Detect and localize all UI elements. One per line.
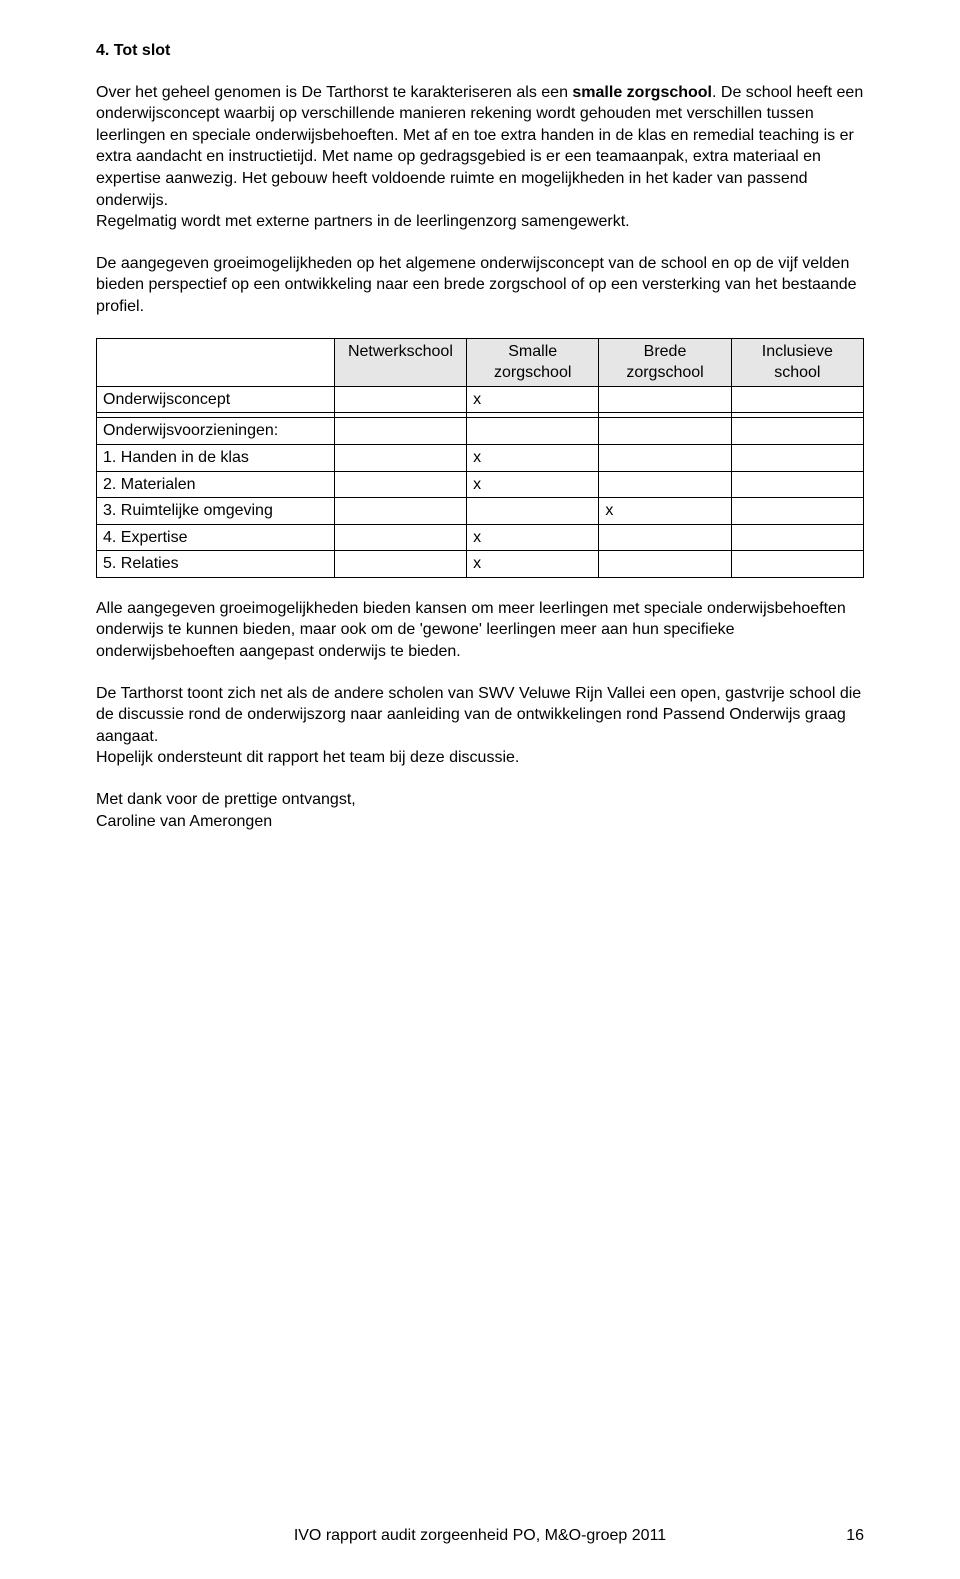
p1-bold: smalle zorgschool xyxy=(572,84,712,101)
row-label: 4. Expertise xyxy=(97,524,335,551)
row-label: 1. Handen in de klas xyxy=(97,444,335,471)
page-footer: IVO rapport audit zorgeenheid PO, M&O-gr… xyxy=(0,1525,960,1547)
profile-table: Netwerkschool Smalle zorgschool Brede zo… xyxy=(96,338,864,578)
table-row: 4. Expertise x xyxy=(97,524,864,551)
table-cell xyxy=(731,524,863,551)
table-header-cell xyxy=(97,338,335,386)
table-cell xyxy=(334,418,466,445)
table-row: Onderwijsconcept x xyxy=(97,386,864,413)
table-cell xyxy=(467,498,599,525)
table-cell xyxy=(599,551,731,578)
table-cell xyxy=(731,551,863,578)
table-cell xyxy=(731,418,863,445)
table-row: 1. Handen in de klas x xyxy=(97,444,864,471)
page-number: 16 xyxy=(846,1525,864,1547)
table-cell xyxy=(599,444,731,471)
table-cell xyxy=(599,418,731,445)
table-row: 3. Ruimtelijke omgeving x xyxy=(97,498,864,525)
table-header-cell: Netwerkschool xyxy=(334,338,466,386)
row-label: 5. Relaties xyxy=(97,551,335,578)
row-label: Onderwijsconcept xyxy=(97,386,335,413)
paragraph-4: De Tarthorst toont zich net als de ander… xyxy=(96,683,864,769)
table-cell: x xyxy=(467,444,599,471)
table-cell xyxy=(334,551,466,578)
paragraph-1: Over het geheel genomen is De Tarthorst … xyxy=(96,82,864,233)
table-cell xyxy=(334,498,466,525)
table-cell xyxy=(599,386,731,413)
table-cell xyxy=(731,386,863,413)
table-cell xyxy=(599,471,731,498)
table-cell xyxy=(334,386,466,413)
table-cell xyxy=(731,498,863,525)
table-row: 2. Materialen x xyxy=(97,471,864,498)
table-cell: x xyxy=(467,386,599,413)
table-row: Onderwijsvoorzieningen: xyxy=(97,418,864,445)
row-label: 2. Materialen xyxy=(97,471,335,498)
section-heading: 4. Tot slot xyxy=(96,40,864,62)
table-cell: x xyxy=(467,524,599,551)
table-header-row: Netwerkschool Smalle zorgschool Brede zo… xyxy=(97,338,864,386)
table-cell xyxy=(334,444,466,471)
p1-post: . De school heeft een onderwijsconcept w… xyxy=(96,84,863,231)
p1-pre: Over het geheel genomen is De Tarthorst … xyxy=(96,84,572,101)
table-cell xyxy=(731,471,863,498)
table-cell: x xyxy=(599,498,731,525)
table-cell xyxy=(467,418,599,445)
paragraph-5: Met dank voor de prettige ontvangst,Caro… xyxy=(96,789,864,832)
row-label: 3. Ruimtelijke omgeving xyxy=(97,498,335,525)
table-row: 5. Relaties x xyxy=(97,551,864,578)
paragraph-3: Alle aangegeven groeimogelijkheden biede… xyxy=(96,598,864,663)
table-header-cell: Brede zorgschool xyxy=(599,338,731,386)
table-cell: x xyxy=(467,471,599,498)
table-cell: x xyxy=(467,551,599,578)
paragraph-2: De aangegeven groeimogelijkheden op het … xyxy=(96,253,864,318)
row-label: Onderwijsvoorzieningen: xyxy=(97,418,335,445)
table-cell xyxy=(334,524,466,551)
table-header-cell: Inclusieve school xyxy=(731,338,863,386)
table-header-cell: Smalle zorgschool xyxy=(467,338,599,386)
table-cell xyxy=(599,524,731,551)
table-cell xyxy=(731,444,863,471)
table-cell xyxy=(334,471,466,498)
